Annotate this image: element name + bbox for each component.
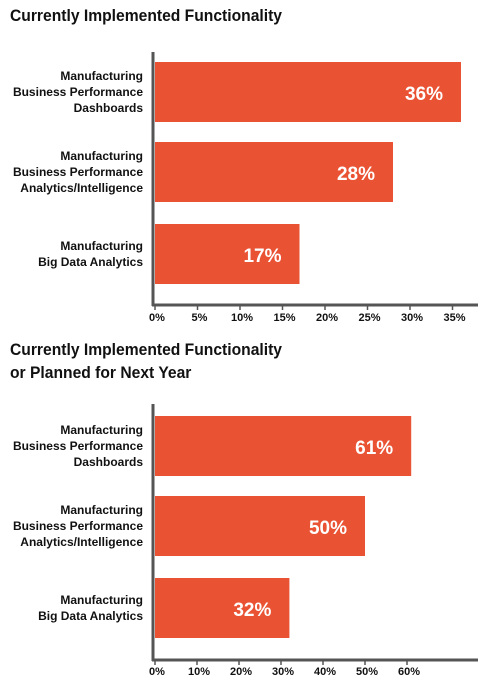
chart-2-title: Currently Implemented Functionality or P… [10, 340, 283, 382]
chart-1-plot: 36% Manufacturing Business Performance Dash… [13, 52, 478, 324]
chart-1-x-tick-label: 35% [443, 312, 465, 324]
chart-2-x-tick-label: 30% [272, 666, 294, 678]
chart-1-value-label-1: 36% [405, 84, 443, 105]
chart-2-category-label-2: Manufacturing Business Performance Analyti… [13, 503, 143, 549]
chart-1-value-label-2: 28% [337, 164, 375, 185]
chart-1-bar-1 [155, 62, 461, 122]
chart-1-x-tick-label: 20% [316, 312, 338, 324]
chart-2-x-tick-label: 40% [314, 666, 336, 678]
chart-1-category-label-2: Manufacturing Business Performance Analyti… [13, 149, 143, 195]
chart-2-x-tick-label: 10% [188, 666, 210, 678]
chart-2-bar-2 [155, 496, 365, 556]
chart-2-x-tick-label: 50% [356, 666, 378, 678]
chart-1-x-tick-label: 5% [192, 312, 208, 324]
chart-2-category-label-3: Manufacturing Big Data Analytics [38, 593, 143, 623]
chart-1-value-label-3: 17% [243, 246, 281, 267]
chart-1-category-label-3: Manufacturing Big Data Analytics [38, 239, 143, 269]
chart-2-bar-1 [155, 416, 412, 476]
chart-1-x-tick-label: 25% [358, 312, 380, 324]
chart-2-bar-3 [155, 578, 290, 638]
chart-1-bar-2 [155, 142, 393, 202]
chart-1-x-tick-label: 15% [273, 312, 295, 324]
chart-2-value-label-3: 32% [233, 600, 271, 621]
chart-1-x-tick-label: 10% [231, 312, 253, 324]
chart-1-x-tick-label: 30% [401, 312, 423, 324]
chart-1-category-label-1: Manufacturing Business Performance Dashboa… [13, 69, 143, 115]
chart-2-category-label-1: Manufacturing Business Performance Dashboa… [13, 423, 143, 469]
chart-2-value-label-1: 61% [355, 438, 393, 459]
chart-1-title: Currently Implemented Functionality [10, 6, 283, 25]
chart-2-x-tick-label: 20% [230, 666, 252, 678]
chart-2-x-tick-label: 60% [398, 666, 420, 678]
chart-1-bar-3 [155, 224, 300, 284]
chart-2-x-tick-label: 0% [149, 666, 165, 678]
chart-1-x-tick-label: 0% [149, 312, 165, 324]
chart-2-value-label-2: 50% [309, 518, 347, 539]
